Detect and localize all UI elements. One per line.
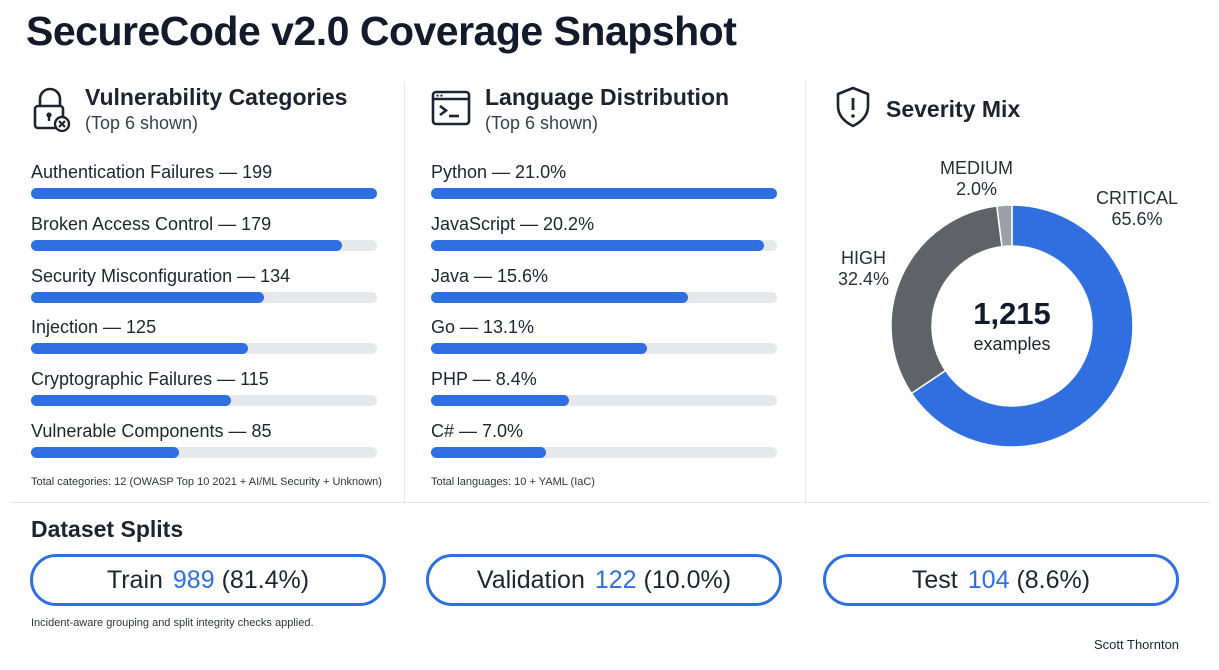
lock-x-icon xyxy=(33,87,71,132)
bar-label: Injection — 125 xyxy=(31,317,157,338)
split-percent: (10.0%) xyxy=(643,565,732,594)
slice-name: MEDIUM xyxy=(940,158,1013,178)
split-train: Train 989 (81.4%) xyxy=(30,554,386,606)
terminal-icon xyxy=(431,90,471,126)
bar-fill xyxy=(431,446,547,458)
bar-track xyxy=(431,239,777,251)
slice-label-medium: MEDIUM 2.0% xyxy=(940,158,1013,200)
total-label: examples xyxy=(973,334,1051,354)
bar-track xyxy=(431,291,777,303)
bar-track xyxy=(431,343,777,355)
bar-fill xyxy=(431,239,764,251)
bar-label: Security Misconfiguration — 134 xyxy=(31,265,291,286)
page-title: SecureCode v2.0 Coverage Snapshot xyxy=(26,8,737,54)
bar-track xyxy=(31,446,377,458)
splits-note: Incident-aware grouping and split integr… xyxy=(31,617,314,629)
section-divider xyxy=(10,502,1210,503)
splits-title: Dataset Splits xyxy=(31,516,184,542)
bar-track xyxy=(31,188,377,199)
panel-title: Severity Mix xyxy=(886,96,1021,122)
bar-fill xyxy=(31,343,249,355)
bar-track xyxy=(31,291,377,303)
vulnerability-panel: Vulnerability Categories (Top 6 shown) A… xyxy=(31,82,382,502)
language-panel: Language Distribution (Top 6 shown) Pyth… xyxy=(431,82,781,502)
split-validation: Validation 122 (10.0%) xyxy=(426,554,782,606)
bar-label: JavaScript — 20.2% xyxy=(431,213,595,234)
bar-fill xyxy=(431,395,570,407)
bar-track xyxy=(31,395,377,407)
bar-track xyxy=(31,343,377,355)
slice-percent: 2.0% xyxy=(955,179,998,199)
split-name: Validation xyxy=(476,565,585,594)
bar-label: PHP — 8.4% xyxy=(431,369,537,390)
slice-percent: 32.4% xyxy=(838,269,890,289)
bar-fill xyxy=(31,239,343,251)
bar-track xyxy=(431,188,777,199)
bar-track xyxy=(31,239,377,251)
bar-fill xyxy=(31,291,264,303)
donut-slice-critical xyxy=(910,204,1134,448)
bar-label: Java — 15.6% xyxy=(431,265,549,286)
split-count: 122 xyxy=(594,565,637,594)
split-name: Test xyxy=(911,565,958,594)
bar-label: Python — 21.0% xyxy=(431,162,567,182)
bar-fill xyxy=(31,395,231,407)
panel-title: Vulnerability Categories xyxy=(85,84,348,110)
bar-label: C# — 7.0% xyxy=(431,420,524,441)
panel-subtitle: (Top 6 shown) xyxy=(485,113,599,133)
slice-percent: 65.6% xyxy=(1111,209,1163,229)
vulnerability-footnote: Total categories: 12 (OWASP Top 10 2021 … xyxy=(31,476,382,488)
bar-fill xyxy=(431,343,647,355)
donut-slice-high xyxy=(890,205,1003,395)
split-percent: (81.4%) xyxy=(221,565,310,594)
bar-label: Authentication Failures — 199 xyxy=(31,162,273,182)
bar-fill xyxy=(31,188,377,199)
panel-divider xyxy=(805,82,806,502)
bar-label: Go — 13.1% xyxy=(431,317,535,338)
shield-alert-icon xyxy=(836,86,870,128)
bar-label: Vulnerable Components — 85 xyxy=(31,420,272,441)
split-percent: (8.6%) xyxy=(1016,565,1091,594)
bar-fill xyxy=(431,291,689,303)
panel-subtitle: (Top 6 shown) xyxy=(85,113,199,133)
bar-label: Cryptographic Failures — 115 xyxy=(31,369,269,390)
split-count: 989 xyxy=(172,565,215,594)
slice-name: HIGH xyxy=(841,248,887,268)
split-test: Test 104 (8.6%) xyxy=(823,554,1179,606)
bar-fill xyxy=(31,446,179,458)
split-count: 104 xyxy=(967,565,1010,594)
bar-fill xyxy=(431,188,777,199)
language-footnote: Total languages: 10 + YAML (IaC) xyxy=(431,476,595,488)
total-count: 1,215 xyxy=(973,296,1051,331)
bar-track xyxy=(431,446,777,458)
author-credit: Scott Thornton xyxy=(1094,637,1180,652)
panel-divider xyxy=(404,82,405,502)
bar-track xyxy=(431,395,777,407)
split-name: Train xyxy=(106,565,163,594)
bar-label: Broken Access Control — 179 xyxy=(31,213,272,234)
slice-label-critical: CRITICAL 65.6% xyxy=(1096,188,1178,230)
slice-name: CRITICAL xyxy=(1096,188,1179,208)
severity-panel-header: Severity Mix xyxy=(835,82,1205,142)
panel-title: Language Distribution xyxy=(485,84,730,110)
slice-label-high: HIGH 32.4% xyxy=(838,248,889,290)
donut-slice-medium xyxy=(995,204,1013,248)
